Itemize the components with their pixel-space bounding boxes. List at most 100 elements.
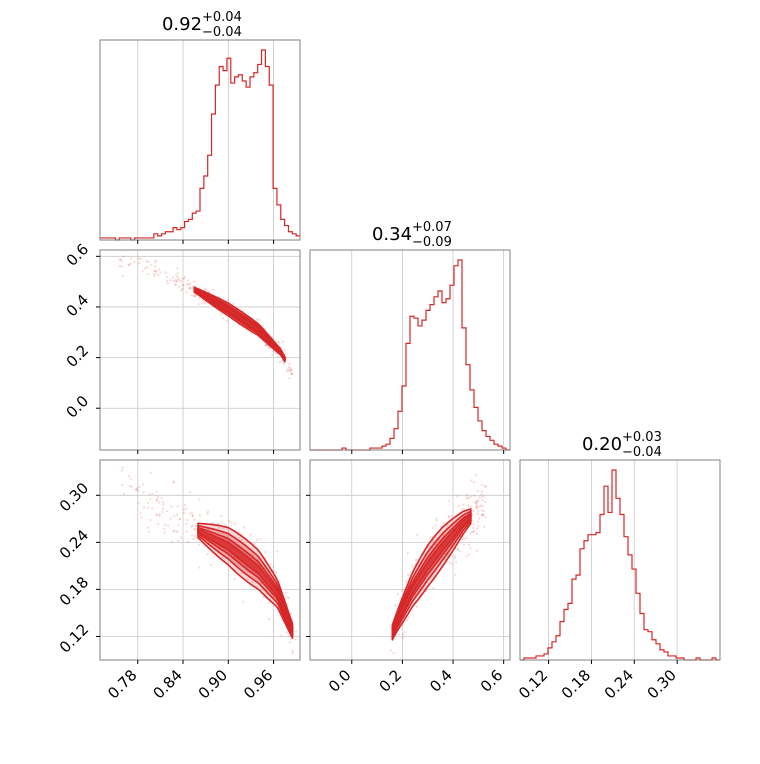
sample-point [477,499,480,502]
sample-point [133,261,136,264]
sample-point [249,533,252,536]
sample-point [470,495,473,498]
sample-point [158,514,161,517]
sample-point [288,661,290,663]
sample-point [257,318,261,321]
sample-point [475,506,478,509]
x-tick-label: 0.96 [240,666,276,702]
sample-point [477,524,480,528]
grid-layer [100,40,678,660]
sample-point [291,649,294,653]
sample-point [480,490,484,493]
sample-point [475,501,478,505]
sample-point [190,294,193,297]
sample-point [172,480,175,483]
sample-point [219,313,223,316]
sample-point [285,356,288,359]
sample-point [185,523,188,526]
sample-point [147,260,150,264]
density-contour-3 [197,528,294,634]
sample-point [480,513,483,516]
sample-point [155,498,159,501]
sample-point [249,332,252,335]
sample-point [164,271,167,274]
sample-point [478,517,481,520]
sample-point [240,538,243,542]
sample-point [157,501,161,504]
sample-point [160,496,163,499]
sample-point [484,516,487,519]
sample-point [161,507,165,511]
sample-point [121,275,124,278]
sample-point [475,532,479,535]
y-tick-label: 0.0 [63,392,93,422]
sample-point [288,362,291,365]
sample-point [264,551,267,554]
sample-point [282,362,285,365]
sample-point [187,283,190,286]
sample-point [456,548,459,551]
sample-point [475,505,478,508]
sample-point [179,280,183,283]
sample-point [459,550,462,553]
y-tick-label: 0.30 [56,479,92,515]
sample-point [189,491,192,494]
sample-point [120,265,123,268]
labels-layer: 0.92 +0.04−0.040.34 +0.07−0.090.20 +0.03−0.… [56,10,680,702]
sample-point [407,573,410,577]
sample-point [403,630,406,634]
sample-point [119,442,121,444]
y-tick-label: 0.4 [63,291,93,321]
sample-point [286,595,289,599]
sample-point [158,513,161,516]
sample-point [178,518,181,521]
sample-point [401,636,405,639]
sample-point [183,275,186,279]
sample-point [407,616,410,619]
sample-point [172,279,175,282]
sample-point [149,471,153,474]
sample-point [175,274,178,277]
sample-point [121,466,124,469]
x-tick-label: 0.12 [515,666,551,702]
sample-point [153,265,157,268]
sample-point [129,485,132,488]
sample-point [154,269,157,272]
sample-point [146,272,149,276]
x-tick-label: 0.78 [104,666,140,702]
sample-point [456,495,459,498]
sample-point [135,487,138,490]
sample-point [470,530,473,533]
sample-point [205,288,208,291]
sample-point [432,587,435,590]
y-tick-label: 0.18 [56,573,92,609]
sample-point [396,593,400,596]
sample-point [182,283,185,286]
sample-point [157,523,160,526]
x-tick-label: 0.24 [601,666,637,702]
sample-point [272,569,275,572]
sample-point [183,503,187,506]
sample-point [283,349,287,352]
sample-point [482,504,485,508]
sample-point [175,280,178,283]
sample-point [212,521,215,525]
sample-point [397,633,401,636]
sample-point [441,555,444,559]
sample-point [203,302,207,305]
sample-point [157,273,160,277]
sample-point [259,537,262,541]
sample-point [287,597,290,600]
sample-point [195,536,198,539]
sample-point [118,264,121,268]
sample-point [453,556,457,559]
sample-point [237,530,240,533]
sample-point [193,534,196,537]
sample-point [289,641,292,644]
sample-point [224,523,227,526]
sample-point [274,352,278,355]
sample-point [226,298,229,301]
sample-point [118,258,121,261]
sample-point [290,368,293,371]
sample-point [255,318,259,321]
